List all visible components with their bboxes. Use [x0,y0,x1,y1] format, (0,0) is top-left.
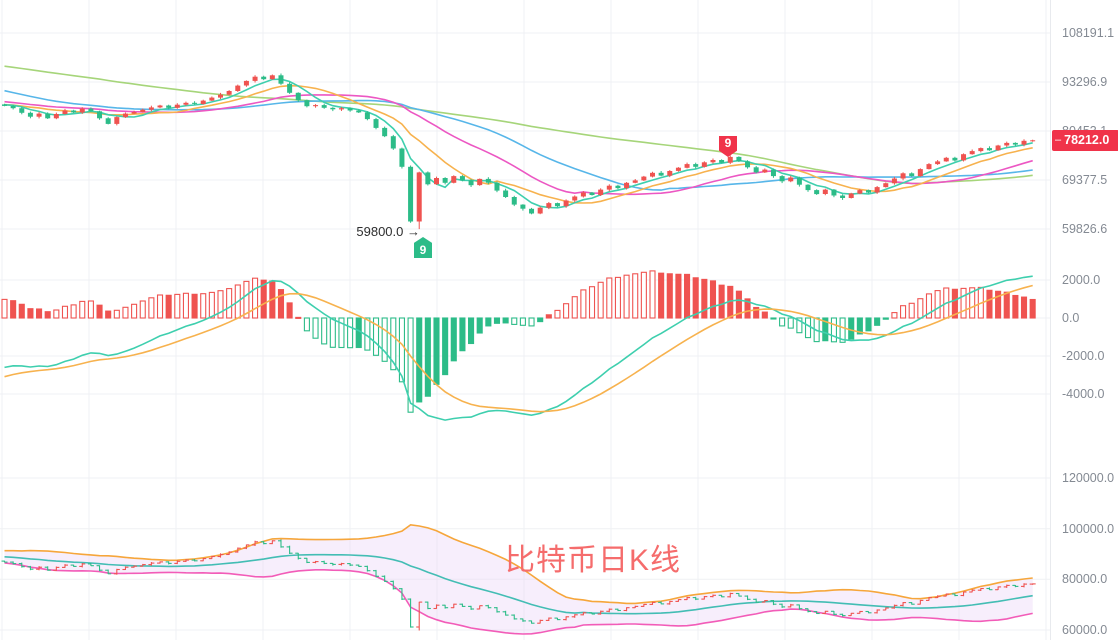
chart-watermark-title: 比特币日K线 [505,544,682,577]
candlestick-panel [2,65,1036,230]
price-line-dash: – [1055,134,1062,147]
current-price-value: 78212.0 [1064,133,1110,148]
macd-panel [1,270,1036,421]
current-price-badge: – 78212.0 [1052,129,1118,151]
bollinger-panel [1,523,1036,635]
gridlines [0,0,1051,640]
td-buy-setup-9-badge: 9 [414,237,432,258]
low-price-value: 59800.0 [356,224,404,239]
low-price-annotation: 59800.0 → [338,224,420,239]
right-arrow-icon: → [407,224,420,239]
td-sell-setup-9-badge: 9 [719,136,737,157]
